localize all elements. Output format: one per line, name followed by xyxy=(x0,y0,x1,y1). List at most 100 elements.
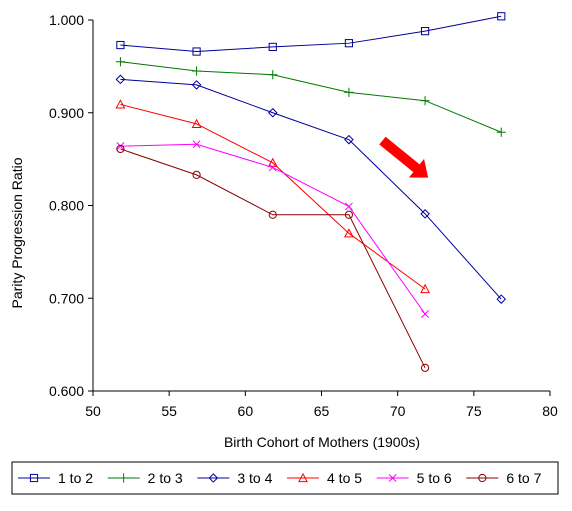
data-point xyxy=(420,283,431,294)
data-point xyxy=(421,310,430,318)
red-arrow-annotation xyxy=(379,136,429,178)
data-point-shape xyxy=(420,27,430,36)
data-point-shape xyxy=(497,12,506,21)
data-point-shape xyxy=(191,80,202,90)
data-point-shape xyxy=(420,363,430,372)
data-point xyxy=(191,66,202,76)
data-point xyxy=(344,210,354,219)
data-point xyxy=(344,134,354,145)
x-tick-label: 60 xyxy=(238,403,254,419)
data-point xyxy=(496,127,506,137)
data-point-b xyxy=(268,163,277,172)
data-point xyxy=(115,99,126,109)
legend-item: 5 to 6 xyxy=(376,470,452,486)
legend-label: 4 to 5 xyxy=(327,470,362,486)
x-tick-label: 75 xyxy=(466,403,482,419)
data-point xyxy=(344,39,354,48)
legend-swatch-marker-shape xyxy=(478,473,487,483)
data-point xyxy=(192,140,201,149)
data-point-shape xyxy=(191,118,202,128)
data-point-shape xyxy=(268,42,277,51)
data-point xyxy=(268,42,277,51)
data-point xyxy=(191,80,202,90)
y-tick-label: 0.600 xyxy=(49,383,84,399)
legend-swatch-marker-shape xyxy=(298,472,308,483)
data-point xyxy=(420,209,430,219)
data-point-shape xyxy=(192,170,201,179)
legend-swatch-marker-b xyxy=(388,474,397,482)
data-point xyxy=(268,163,277,172)
series-5 xyxy=(116,140,430,318)
legend-item: 4 to 5 xyxy=(287,470,362,486)
legend-item: 1 to 2 xyxy=(18,470,93,486)
series-2 xyxy=(115,57,506,137)
data-point-shape xyxy=(116,144,125,154)
data-point-shape xyxy=(115,74,126,85)
legend-swatch-marker-shape xyxy=(29,473,39,483)
x-tick-label: 50 xyxy=(85,403,101,419)
legend-swatch-marker xyxy=(478,473,487,483)
data-point xyxy=(116,144,125,154)
series-6 xyxy=(116,144,430,372)
legend-swatch-marker xyxy=(298,472,308,483)
y-axis-label: Parity Progression Ratio xyxy=(9,157,25,308)
series-4 xyxy=(115,99,431,294)
series-line xyxy=(120,61,502,133)
legend-label: 2 to 3 xyxy=(148,470,183,486)
data-point xyxy=(115,74,126,85)
data-point-shape xyxy=(192,47,201,56)
legend-label: 5 to 6 xyxy=(417,470,452,486)
data-point xyxy=(116,40,125,50)
legend-item: 6 to 7 xyxy=(466,470,542,486)
data-point-shape xyxy=(267,157,278,167)
data-point-shape xyxy=(344,134,354,145)
axes: 0.600 0.700 0.800 0.900 1.000 50 55 60 65 70 75 80 xyxy=(49,12,558,419)
legend-swatch-marker xyxy=(29,473,39,483)
series-3 xyxy=(115,74,507,304)
legend-swatch-marker xyxy=(208,473,219,483)
data-point-shape xyxy=(496,294,507,304)
data-point xyxy=(420,96,430,106)
legend-swatch-marker-shape xyxy=(208,473,219,483)
data-point-shape xyxy=(267,107,278,118)
y-tick-label: 0.700 xyxy=(49,290,84,306)
data-point xyxy=(191,118,202,128)
series-1 xyxy=(116,12,506,56)
data-point-b xyxy=(116,142,125,151)
data-point xyxy=(268,70,278,80)
data-point xyxy=(497,12,506,21)
data-point-shape xyxy=(420,209,430,219)
series-line xyxy=(120,148,426,369)
data-point xyxy=(116,142,125,151)
annotation-layer xyxy=(379,136,429,178)
data-point xyxy=(343,228,354,238)
x-tick-label: 70 xyxy=(390,403,406,419)
data-point xyxy=(344,87,354,97)
data-point xyxy=(420,27,430,36)
legend-label: 1 to 2 xyxy=(58,470,93,486)
data-point-shape xyxy=(268,210,277,219)
series-line xyxy=(120,15,502,53)
data-point-shape xyxy=(343,228,354,238)
data-point xyxy=(420,363,430,372)
x-tick-label: 65 xyxy=(314,403,330,419)
data-point-b xyxy=(344,202,353,211)
y-tick-label: 0.900 xyxy=(49,105,84,121)
series-layer xyxy=(115,12,507,372)
data-point-shape xyxy=(344,39,354,48)
data-point xyxy=(115,57,126,67)
data-point-shape xyxy=(420,283,431,294)
data-point-shape xyxy=(344,210,354,219)
x-axis-label: Birth Cohort of Mothers (1900s) xyxy=(224,434,420,450)
data-point xyxy=(496,294,507,304)
series-line xyxy=(120,103,426,290)
data-point-b xyxy=(192,140,201,149)
data-point xyxy=(192,170,201,179)
legend-swatch-marker xyxy=(388,474,397,482)
data-point xyxy=(192,47,201,56)
data-point-shape xyxy=(116,40,125,50)
legend-item: 3 to 4 xyxy=(197,470,273,486)
legend: 1 to 2 2 to 3 3 to 4 4 to 5 5 to 6 6 to 7 xyxy=(11,461,559,495)
data-point xyxy=(267,107,278,118)
